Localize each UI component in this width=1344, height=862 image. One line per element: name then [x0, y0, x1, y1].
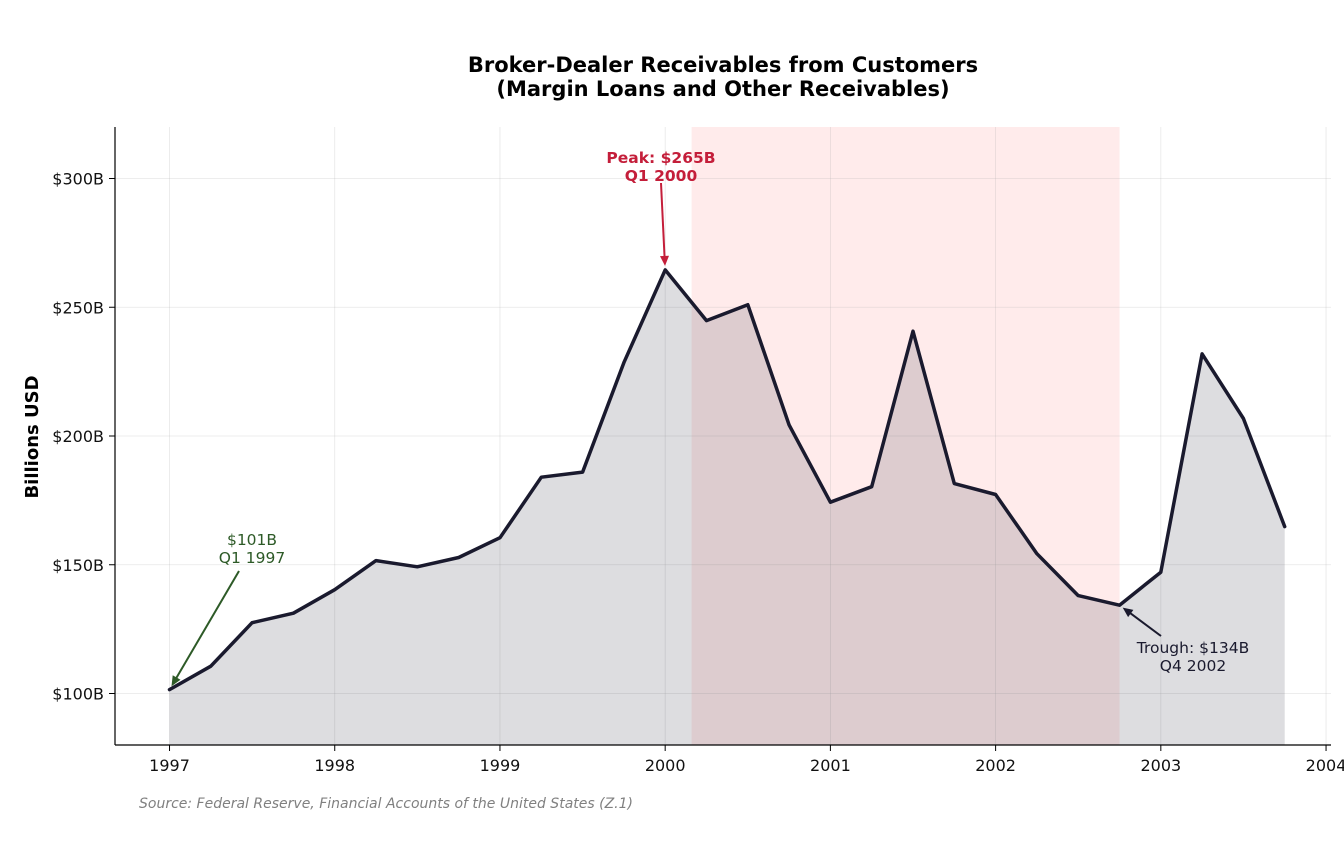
data-point-2000.25 — [704, 319, 708, 323]
x-tick-label-2001: 2001 — [810, 756, 851, 775]
annotation-peak-line-2: Q1 2000 — [625, 167, 698, 185]
data-point-1999.25 — [539, 475, 543, 479]
data-point-2002.5 — [1076, 594, 1080, 598]
data-point-2001 — [828, 500, 832, 504]
data-point-2000.75 — [787, 423, 791, 427]
data-point-1999.5 — [581, 470, 585, 474]
x-tick-label-2002: 2002 — [975, 756, 1016, 775]
data-point-2001.25 — [870, 485, 874, 489]
data-point-2001.5 — [911, 329, 915, 333]
x-tick-label-1999: 1999 — [480, 756, 521, 775]
y-tick-label-200: $200B — [52, 427, 104, 446]
data-point-2000.5 — [746, 303, 750, 307]
x-tick-label-2000: 2000 — [645, 756, 686, 775]
data-point-2000 — [663, 268, 667, 272]
x-tick-label-1998: 1998 — [314, 756, 355, 775]
y-tick-label-150: $150B — [52, 556, 104, 575]
y-tick-label-250: $250B — [52, 298, 104, 317]
annotation-trough-line-2: Q4 2002 — [1160, 657, 1226, 675]
annotation-trough-line-1: Trough: $134B — [1136, 639, 1249, 657]
y-axis-label: Billions USD — [22, 375, 43, 498]
annotation-arrow-peak — [660, 182, 666, 258]
data-point-2003 — [1159, 570, 1163, 574]
annotation-arrow-trough — [1128, 611, 1162, 637]
data-point-1999 — [498, 536, 502, 540]
annotation-arrowhead-trough — [1122, 607, 1134, 618]
y-tick-label-100: $100B — [52, 685, 104, 704]
chart-title-line-2: (Margin Loans and Other Receivables) — [496, 77, 949, 101]
series-line — [167, 268, 1287, 692]
data-point-1998.25 — [374, 559, 378, 563]
annotation-start-line-2: Q1 1997 — [219, 549, 285, 567]
annotation-peak-line-1: Peak: $265B — [606, 149, 715, 167]
area-fill — [169, 269, 1285, 745]
annotation-arrowhead-start — [171, 675, 181, 687]
data-point-1997 — [168, 688, 172, 692]
x-tick-label-2004: 2004 — [1306, 756, 1344, 775]
data-point-2002 — [994, 492, 998, 496]
x-tick-label-1997: 1997 — [149, 756, 190, 775]
y-tick-label-300: $300B — [52, 170, 104, 189]
data-point-1998.5 — [415, 565, 419, 569]
data-point-1998.75 — [457, 556, 461, 560]
annotation-start-line-1: $101B — [227, 531, 277, 549]
annotation-arrow-start — [174, 570, 240, 680]
source-note: Source: Federal Reserve, Financial Accou… — [139, 796, 633, 812]
annotation-arrowhead-peak — [660, 255, 669, 266]
shaded-decline-region — [691, 127, 1120, 745]
data-point-2003.25 — [1200, 352, 1204, 356]
data-point-1999.75 — [622, 361, 626, 365]
data-point-1998 — [333, 588, 337, 592]
data-point-2003.75 — [1283, 525, 1287, 529]
data-point-2001.75 — [952, 482, 956, 486]
data-point-1997.75 — [291, 611, 295, 615]
data-point-2002.25 — [1035, 552, 1039, 556]
chart-title-line-1: Broker-Dealer Receivables from Customers — [468, 53, 978, 77]
data-point-1997.25 — [209, 664, 213, 668]
data-point-2003.5 — [1241, 416, 1245, 420]
data-point-1997.5 — [250, 621, 254, 625]
x-tick-label-2003: 2003 — [1140, 756, 1181, 775]
data-point-2002.75 — [1118, 603, 1122, 607]
